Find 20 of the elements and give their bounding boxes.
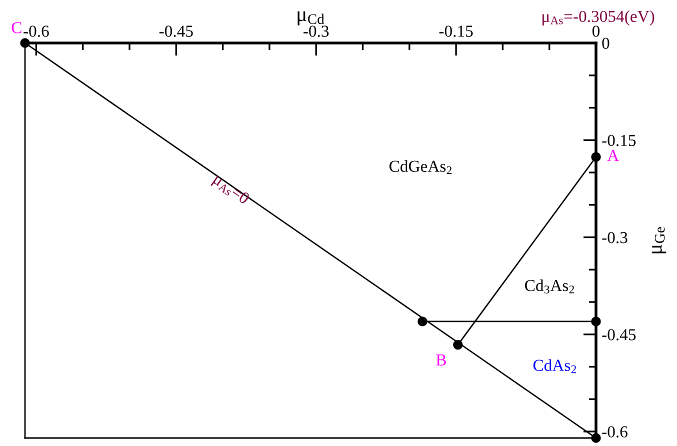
x-tick-label: 0 — [592, 26, 600, 37]
text: μ$_{As}$=-0.3054(eV) — [542, 10, 654, 26]
x-tick-label: -0.3 — [304, 26, 329, 37]
y-tick-label: -0.45 — [602, 329, 636, 340]
annotation: C — [12, 22, 22, 34]
annotation: CdGeAs$_{2}$ — [389, 160, 452, 174]
annotation: B — [436, 354, 446, 366]
annotation: A — [607, 150, 620, 161]
x-tick-label: -0.6 — [24, 26, 49, 37]
y-tick-label: -0.15 — [602, 134, 636, 146]
y-tick-label: 0 — [602, 38, 610, 49]
y-tick-label: -0.3 — [602, 232, 628, 244]
y-tick-label: -0.6 — [602, 426, 628, 438]
annotation: CdAs$_{2}$ — [533, 359, 576, 374]
x-tick-label: -0.15 — [439, 26, 473, 37]
y-axis-title: μ$_{Ge}$ — [652, 227, 666, 254]
x-axis-title: μ$_{Cd}$ — [298, 11, 324, 26]
annotation: Cd$_{3}$As$_{2}$ — [525, 279, 574, 294]
annotation: μ$_{As}$=0 — [210, 173, 250, 208]
x-tick-label: -0.45 — [159, 26, 193, 37]
